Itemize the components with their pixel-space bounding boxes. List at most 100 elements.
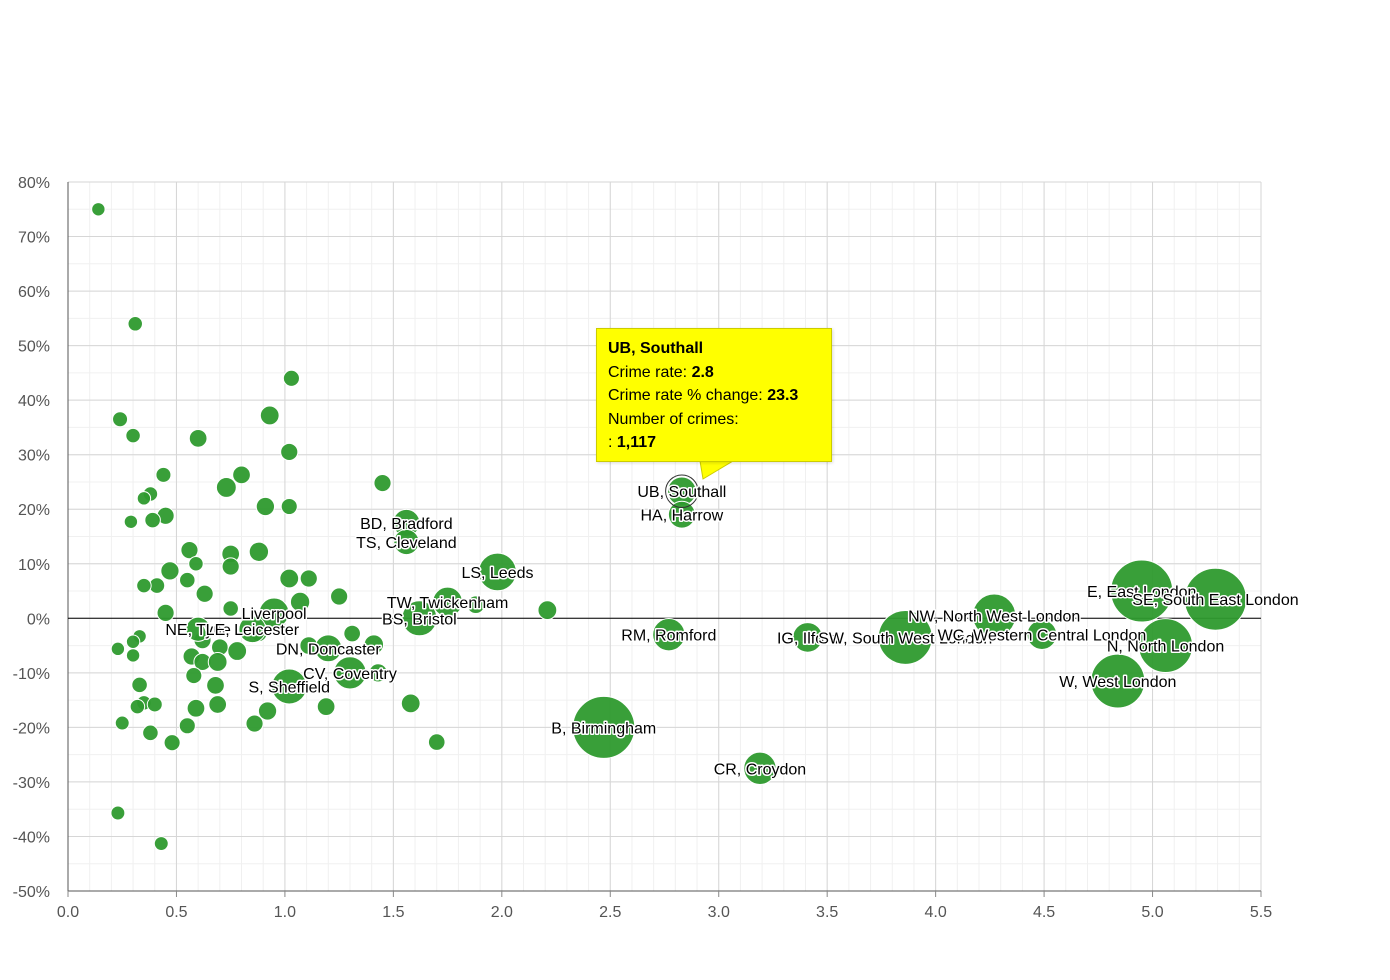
bubble: [537, 600, 558, 621]
bubble: [160, 561, 180, 581]
bubble-label: CR, Croydon: [714, 761, 806, 778]
bubble: [136, 491, 152, 506]
bubble-labelled: [972, 593, 1017, 638]
bubble: [153, 836, 169, 852]
bubble-label: S, Sheffield: [248, 679, 330, 696]
bubble: [280, 442, 299, 462]
bubble-labelled: [271, 668, 308, 705]
bubble: [179, 571, 196, 589]
bubble-labelled: [432, 586, 463, 618]
y-tick-label: 70%: [18, 230, 50, 247]
y-tick-label: 50%: [18, 339, 50, 356]
bubble-labelled: [185, 616, 211, 642]
bubble: [466, 595, 486, 615]
x-tick-label: 5.0: [1141, 904, 1163, 921]
y-tick-label: -50%: [13, 884, 50, 901]
bubble-label: NW, North West London: [908, 609, 1080, 626]
bubble: [125, 648, 141, 663]
bubble-label: NE, Tyne: [165, 622, 231, 639]
bubble-label: TS, Cleveland: [356, 535, 457, 552]
x-tick-label: 4.5: [1033, 904, 1055, 921]
bubble: [400, 693, 421, 714]
bubble: [368, 663, 388, 683]
bubble: [188, 428, 208, 448]
bubble: [136, 577, 152, 594]
y-tick-label: 80%: [18, 175, 50, 192]
bubble: [255, 496, 276, 517]
bubble: [114, 715, 130, 731]
bubble: [316, 697, 336, 717]
bubble-labelled: [792, 622, 823, 653]
bubble: [248, 541, 270, 562]
bubble-label: BS, Bristol: [382, 611, 457, 628]
bubble: [206, 676, 225, 695]
bubble: [207, 652, 228, 672]
tooltip-rate-row: Crime rate: 2.8: [608, 361, 820, 385]
y-tick-label: 30%: [18, 448, 50, 465]
bubble: [127, 316, 143, 332]
tooltip-count-prefix: :: [608, 434, 617, 451]
y-tick-label: 60%: [18, 284, 50, 301]
bubble: [208, 695, 228, 714]
bubble: [373, 473, 392, 493]
y-tick-label: 40%: [18, 393, 50, 410]
bubble-labelled: [258, 597, 290, 629]
bubble-labelled: [478, 552, 517, 592]
bubble-labelled: [333, 656, 367, 690]
bubbles: [91, 202, 1247, 852]
bubble-label: SE, South East London: [1132, 592, 1298, 609]
bubble-label: E, East London: [1087, 584, 1196, 601]
bubble: [144, 511, 161, 529]
bubble: [282, 369, 300, 387]
bubble: [142, 724, 159, 742]
bubble: [125, 427, 141, 444]
bubble: [131, 676, 148, 694]
bubble-label: BD, Bradford: [360, 516, 452, 533]
bubble: [215, 476, 237, 498]
tooltip-arrow-shape: [699, 460, 735, 480]
bubble-label: RM, Romford: [621, 628, 716, 645]
bubble: [289, 591, 311, 613]
y-tick-label: -20%: [13, 720, 50, 737]
bubble-labelled: [401, 600, 438, 637]
x-tick-label: 1.0: [274, 904, 296, 921]
x-tick-label: 3.0: [708, 904, 730, 921]
bubble: [279, 568, 300, 589]
bubble-labelled: [743, 751, 777, 785]
bubble: [163, 734, 181, 752]
hover-ring: [665, 474, 699, 508]
bubble-label: Liverpool: [242, 606, 307, 623]
bubble-label: WC, Western Central London: [938, 628, 1147, 645]
bubble-labelled: [1110, 559, 1174, 623]
tooltip: UB, Southall Crime rate: 2.8 Crime rate …: [596, 328, 832, 462]
bubble: [232, 465, 251, 485]
tooltip-arrow: [699, 460, 735, 480]
y-tick-label: -10%: [13, 666, 50, 683]
y-tick-label: 20%: [18, 502, 50, 519]
bubble-label: TW, Twickenham: [387, 595, 509, 612]
x-tick-label: 4.0: [925, 904, 947, 921]
bubble-labelled: [1026, 619, 1058, 650]
x-tick-label: 2.0: [491, 904, 513, 921]
bubble-label: SW, South West London: [818, 630, 992, 647]
tooltip-count-row: : 1,117: [608, 431, 820, 455]
x-tick-label: 1.5: [382, 904, 404, 921]
x-tick-label: 0.5: [165, 904, 187, 921]
bubble: [299, 569, 318, 588]
bubble-label: DN, Doncaster: [276, 641, 382, 658]
bubble: [129, 698, 146, 715]
bubble: [188, 556, 204, 572]
bubble-label: LS, Leeds: [461, 565, 533, 582]
bubble: [363, 634, 385, 655]
bubble: [259, 405, 280, 426]
bubble: [180, 541, 199, 560]
bubble-labelled: [238, 615, 267, 644]
bubble: [227, 641, 248, 661]
bubble: [185, 667, 203, 685]
x-tick-label: 0.0: [57, 904, 79, 921]
bubble: [427, 733, 446, 751]
bubble-labelled: [314, 634, 343, 663]
bubble-labelled: [652, 618, 686, 652]
